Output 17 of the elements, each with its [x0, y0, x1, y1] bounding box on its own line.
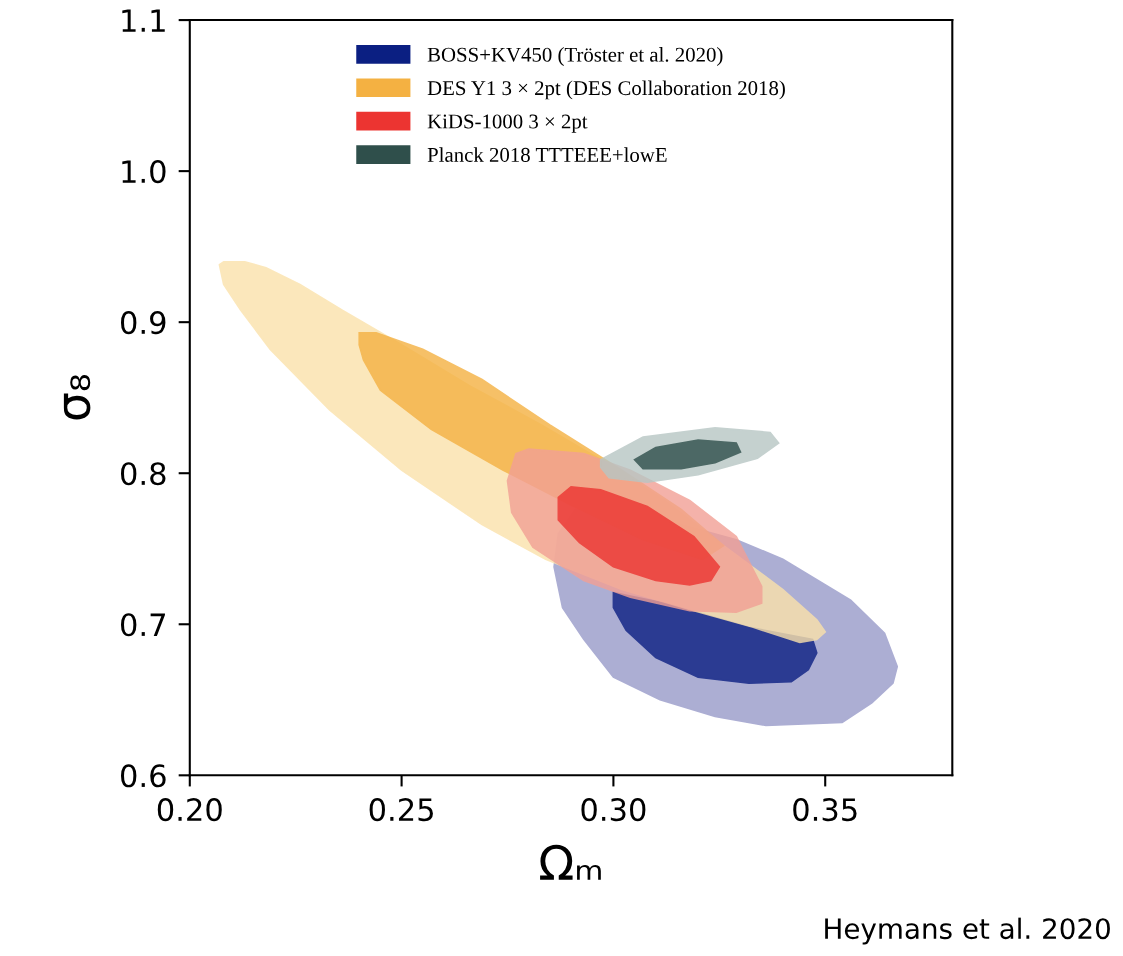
y-tick-label: 0.7	[120, 613, 165, 637]
x-axis-title: Ωₘ	[540, 844, 601, 880]
x-tick-label: 0.30	[581, 798, 646, 822]
y-tick-label: 1.1	[122, 9, 165, 32]
y-tick-label: 0.6	[120, 764, 166, 788]
y-axis-title: σ₈	[63, 374, 91, 420]
x-tick-label: 0.25	[369, 798, 433, 822]
x-tick-label: 0.20	[157, 798, 222, 822]
legend-label: Planck 2018 TTTEEE+lowE	[427, 147, 667, 162]
y-tick-label: 0.9	[120, 311, 166, 335]
y-tick-label: 0.8	[120, 462, 166, 486]
legend-label: DES Y1 3 × 2pt (DES Collaboration 2018)	[427, 80, 785, 100]
y-tick-label: 1.0	[122, 160, 166, 184]
legend-label: BOSS+KV450 (Tröster et al. 2020)	[427, 47, 723, 66]
text: Heymans et al. 2020	[825, 917, 1110, 945]
x-tick-label: 0.35	[793, 798, 857, 822]
legend-label: KiDS-1000 3 × 2pt	[427, 114, 588, 133]
